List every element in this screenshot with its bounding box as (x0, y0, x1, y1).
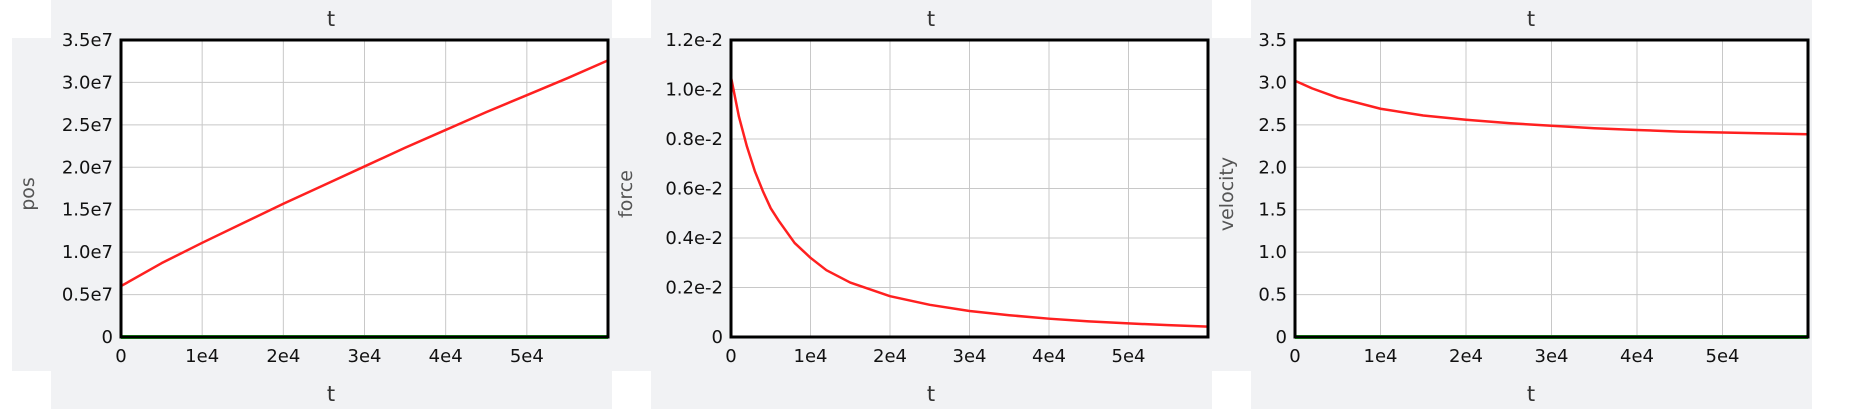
plot-frame (1293, 38, 1810, 339)
y-tick-label: 1.0e7 (62, 242, 113, 263)
x-tick-label: 5e4 (1706, 346, 1740, 367)
chart-top-title: t (1526, 7, 1536, 31)
x-tick-label: 2e4 (873, 346, 907, 367)
chart-top-title: t (926, 7, 936, 31)
y-tick-label: 2.5 (1258, 115, 1287, 136)
y-tick-label: 1.0e-2 (665, 80, 723, 101)
x-tick-label: 4e4 (1620, 346, 1654, 367)
y-tick-label: 2.0 (1258, 157, 1287, 178)
y-tick-label: 0.8e-2 (665, 129, 723, 150)
y-tick-label: 1.5 (1258, 200, 1287, 221)
series-line-1 (1294, 79, 1809, 136)
y-tick-label: 0.6e-2 (665, 179, 723, 200)
y-tick-label: 1.5e7 (62, 200, 113, 221)
y-tick-label: 0 (712, 327, 723, 348)
plot-frame (119, 38, 610, 339)
y-tick-label: 3.0e7 (62, 72, 113, 93)
chart-top-title: t (326, 7, 336, 31)
series-line-1 (120, 59, 609, 288)
y-tick-label: 3.0 (1258, 72, 1287, 93)
x-tick-label: 4e4 (429, 346, 463, 367)
y-tick-label: 2.5e7 (62, 115, 113, 136)
y-tick-label: 3.5 (1258, 30, 1287, 51)
x-tick-label: 3e4 (1535, 346, 1569, 367)
y-tick-label: 0.5 (1258, 285, 1287, 306)
x-tick-label: 3e4 (953, 346, 987, 367)
y-tick-label: 0 (102, 327, 113, 348)
x-tick-label: 5e4 (1112, 346, 1146, 367)
axis-label-strip-3 (1212, 38, 1251, 371)
x-tick-label: 3e4 (348, 346, 382, 367)
y-tick-label: 3.5e7 (62, 30, 113, 51)
x-axis-label: t (1526, 382, 1536, 406)
x-tick-label: 4e4 (1032, 346, 1066, 367)
series-line-1 (729, 76, 1209, 328)
plot-frame (729, 38, 1210, 339)
y-tick-label: 0.5e7 (62, 285, 113, 306)
y-tick-label: 1.0 (1258, 242, 1287, 263)
axis-label-strip-2 (612, 38, 651, 371)
y-tick-label: 0 (1276, 327, 1287, 348)
x-tick-label: 0 (1289, 346, 1300, 367)
x-tick-label: 1e4 (185, 346, 219, 367)
y-tick-label: 1.2e-2 (665, 30, 723, 51)
x-tick-label: 1e4 (1364, 346, 1398, 367)
y-tick-label: 0.4e-2 (665, 228, 723, 249)
y-tick-label: 0.2e-2 (665, 278, 723, 299)
x-tick-label: 2e4 (1449, 346, 1483, 367)
x-tick-label: 0 (725, 346, 736, 367)
x-tick-label: 0 (115, 346, 126, 367)
x-tick-label: 5e4 (510, 346, 544, 367)
x-tick-label: 2e4 (266, 346, 300, 367)
y-tick-label: 2.0e7 (62, 157, 113, 178)
x-axis-label: t (326, 382, 336, 406)
x-tick-label: 1e4 (794, 346, 828, 367)
x-axis-label: t (926, 382, 936, 406)
